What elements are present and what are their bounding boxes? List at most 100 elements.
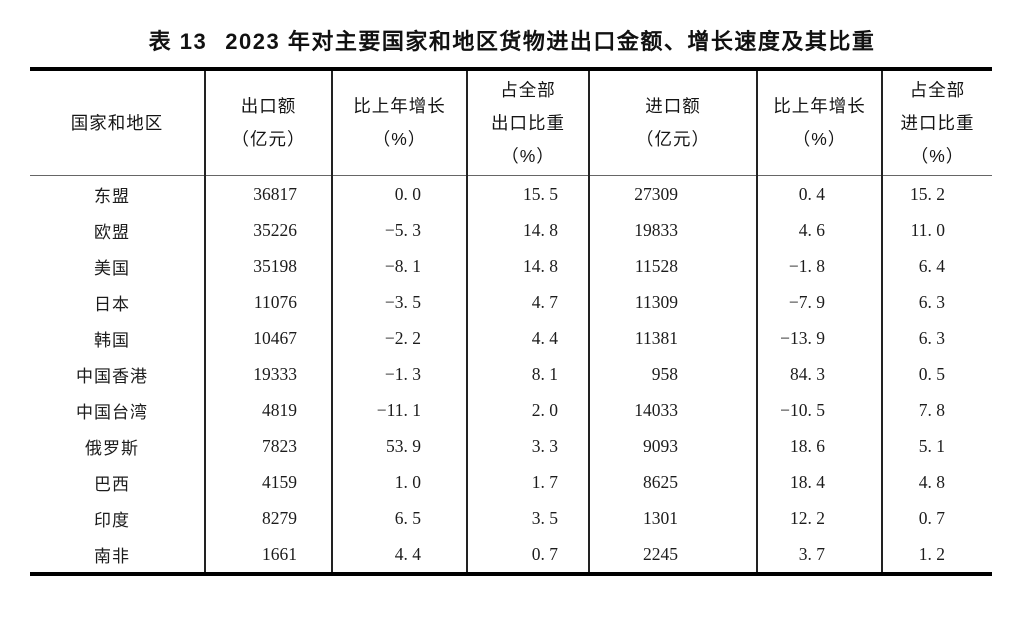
cell-import-growth: −7. 9 xyxy=(757,284,883,320)
cell-export-growth: 4. 4 xyxy=(332,536,468,574)
cell-export-growth: 0. 0 xyxy=(332,175,468,212)
header-line: 出口额 xyxy=(240,96,297,116)
cell-import-share: 1. 2 xyxy=(918,543,945,564)
header-export-share: 占全部 出口比重 （%） xyxy=(467,69,590,176)
cell-export-amount: 10467 xyxy=(205,320,333,356)
table-title-text: 2023 年对主要国家和地区货物进出口金额、增长速度及其比重 xyxy=(225,29,876,54)
header-import-share: 占全部 进口比重 （%） xyxy=(882,69,992,176)
header-country-region: 国家和地区 xyxy=(30,69,206,176)
cell-import-share: 4. 8 xyxy=(918,471,945,492)
cell-import-amount: 8625 xyxy=(589,464,758,500)
header-line: 比上年增长 xyxy=(353,96,446,116)
cell-export-amount: 8279 xyxy=(205,500,333,536)
table-row: 南非 1661 4. 4 0. 7 2245 3. 7 1. 2 xyxy=(30,536,992,574)
cell-import-amount: 2245 xyxy=(589,536,758,574)
cell-export-share: 3. 5 xyxy=(467,500,590,536)
cell-export-amount: 19333 xyxy=(205,356,333,392)
cell-export-amount: 4819 xyxy=(205,392,333,428)
header-line: （%） xyxy=(372,129,427,149)
cell-export-growth: −1. 3 xyxy=(332,356,468,392)
header-line: 进口比重 xyxy=(900,112,975,133)
header-line: 比上年增长 xyxy=(773,96,866,116)
cell-import-share: 0. 7 xyxy=(918,507,945,528)
table-row: 俄罗斯 7823 53. 9 3. 3 9093 18. 6 5. 1 xyxy=(30,428,992,464)
cell-import-growth: 4. 6 xyxy=(757,212,883,248)
cell-import-growth: 18. 4 xyxy=(757,464,883,500)
cell-country-region: 欧盟 xyxy=(30,212,206,248)
cell-export-share: 0. 7 xyxy=(467,536,590,574)
trade-statistics-table: 国家和地区 出口额 （亿元） 比上年增长 （%） 占全部 出口比重 （%） 进口… xyxy=(30,67,992,576)
cell-import-amount: 9093 xyxy=(589,428,758,464)
cell-import-growth: 12. 2 xyxy=(757,500,883,536)
cell-export-amount: 35198 xyxy=(205,248,333,284)
cell-import-amount: 11528 xyxy=(589,248,758,284)
cell-import-amount: 14033 xyxy=(589,392,758,428)
cell-import-amount: 19833 xyxy=(589,212,758,248)
cell-export-growth: −2. 2 xyxy=(332,320,468,356)
cell-import-amount: 27309 xyxy=(589,175,758,212)
cell-export-amount: 4159 xyxy=(205,464,333,500)
cell-export-amount: 35226 xyxy=(205,212,333,248)
cell-export-amount: 1661 xyxy=(205,536,333,574)
cell-country-region: 东盟 xyxy=(30,175,206,212)
cell-export-growth: −11. 1 xyxy=(332,392,468,428)
cell-export-share: 1. 7 xyxy=(467,464,590,500)
header-line: 国家和地区 xyxy=(70,112,164,133)
cell-country-region: 南非 xyxy=(30,536,206,574)
header-line: 占全部 xyxy=(500,79,556,100)
header-import-amount: 进口额 （亿元） xyxy=(589,69,758,176)
table-row: 巴西 4159 1. 0 1. 7 8625 18. 4 4. 8 xyxy=(30,464,992,500)
cell-export-share: 2. 0 xyxy=(467,392,590,428)
header-line: （亿元） xyxy=(636,129,710,149)
cell-export-share: 3. 3 xyxy=(467,428,590,464)
cell-export-growth: −5. 3 xyxy=(332,212,468,248)
cell-import-growth: 0. 4 xyxy=(757,175,883,212)
cell-import-growth: 84. 3 xyxy=(757,356,883,392)
cell-country-region: 俄罗斯 xyxy=(30,428,206,464)
table-row: 中国香港 19333 −1. 3 8. 1 958 84. 3 0. 5 xyxy=(30,356,992,392)
cell-export-share: 14. 8 xyxy=(467,212,590,248)
table-body: 东盟 36817 0. 0 15. 5 27309 0. 4 15. 2 欧盟 35226 −5.… xyxy=(30,175,992,574)
cell-country-region: 中国香港 xyxy=(30,356,206,392)
cell-import-growth: −1. 8 xyxy=(757,248,883,284)
cell-export-amount: 36817 xyxy=(205,175,333,212)
header-line: 占全部 xyxy=(909,79,966,100)
cell-import-growth: −10. 5 xyxy=(757,392,883,428)
header-line: 出口比重 xyxy=(491,112,565,133)
cell-import-share: 6. 3 xyxy=(918,291,945,312)
cell-export-amount: 11076 xyxy=(205,284,333,320)
cell-country-region: 中国台湾 xyxy=(30,392,206,428)
cell-import-share: 7. 8 xyxy=(918,399,945,420)
cell-country-region: 日本 xyxy=(30,284,206,320)
cell-import-growth: −13. 9 xyxy=(757,320,883,356)
header-line: （%） xyxy=(501,145,555,166)
table-row: 韩国 10467 −2. 2 4. 4 11381 −13. 9 6. 3 xyxy=(30,320,992,356)
cell-country-region: 巴西 xyxy=(30,464,206,500)
cell-export-share: 14. 8 xyxy=(467,248,590,284)
header-row: 国家和地区 出口额 （亿元） 比上年增长 （%） 占全部 出口比重 （%） 进口… xyxy=(30,69,992,176)
header-import-growth: 比上年增长 （%） xyxy=(757,69,883,176)
cell-export-amount: 7823 xyxy=(205,428,333,464)
table-title: 表 13 2023 年对主要国家和地区货物进出口金额、增长速度及其比重 xyxy=(0,0,1024,56)
cell-export-growth: −3. 5 xyxy=(332,284,468,320)
cell-export-growth: 6. 5 xyxy=(332,500,468,536)
cell-import-share: 6. 3 xyxy=(918,327,945,348)
cell-import-amount: 1301 xyxy=(589,500,758,536)
header-line: （亿元） xyxy=(231,129,306,149)
header-line: （%） xyxy=(910,145,965,166)
cell-export-growth: −8. 1 xyxy=(332,248,468,284)
cell-import-share: 6. 4 xyxy=(918,255,945,276)
cell-export-growth: 53. 9 xyxy=(332,428,468,464)
cell-import-amount: 958 xyxy=(589,356,758,392)
table-row: 印度 8279 6. 5 3. 5 1301 12. 2 0. 7 xyxy=(30,500,992,536)
cell-export-growth: 1. 0 xyxy=(332,464,468,500)
cell-import-growth: 3. 7 xyxy=(757,536,883,574)
table-row: 中国台湾 4819 −11. 1 2. 0 14033 −10. 5 7. 8 xyxy=(30,392,992,428)
cell-country-region: 印度 xyxy=(30,500,206,536)
cell-import-share: 15. 2 xyxy=(910,183,945,204)
header-export-amount: 出口额 （亿元） xyxy=(205,69,333,176)
cell-country-region: 韩国 xyxy=(30,320,206,356)
cell-import-amount: 11309 xyxy=(589,284,758,320)
cell-import-share: 11. 0 xyxy=(910,219,945,240)
